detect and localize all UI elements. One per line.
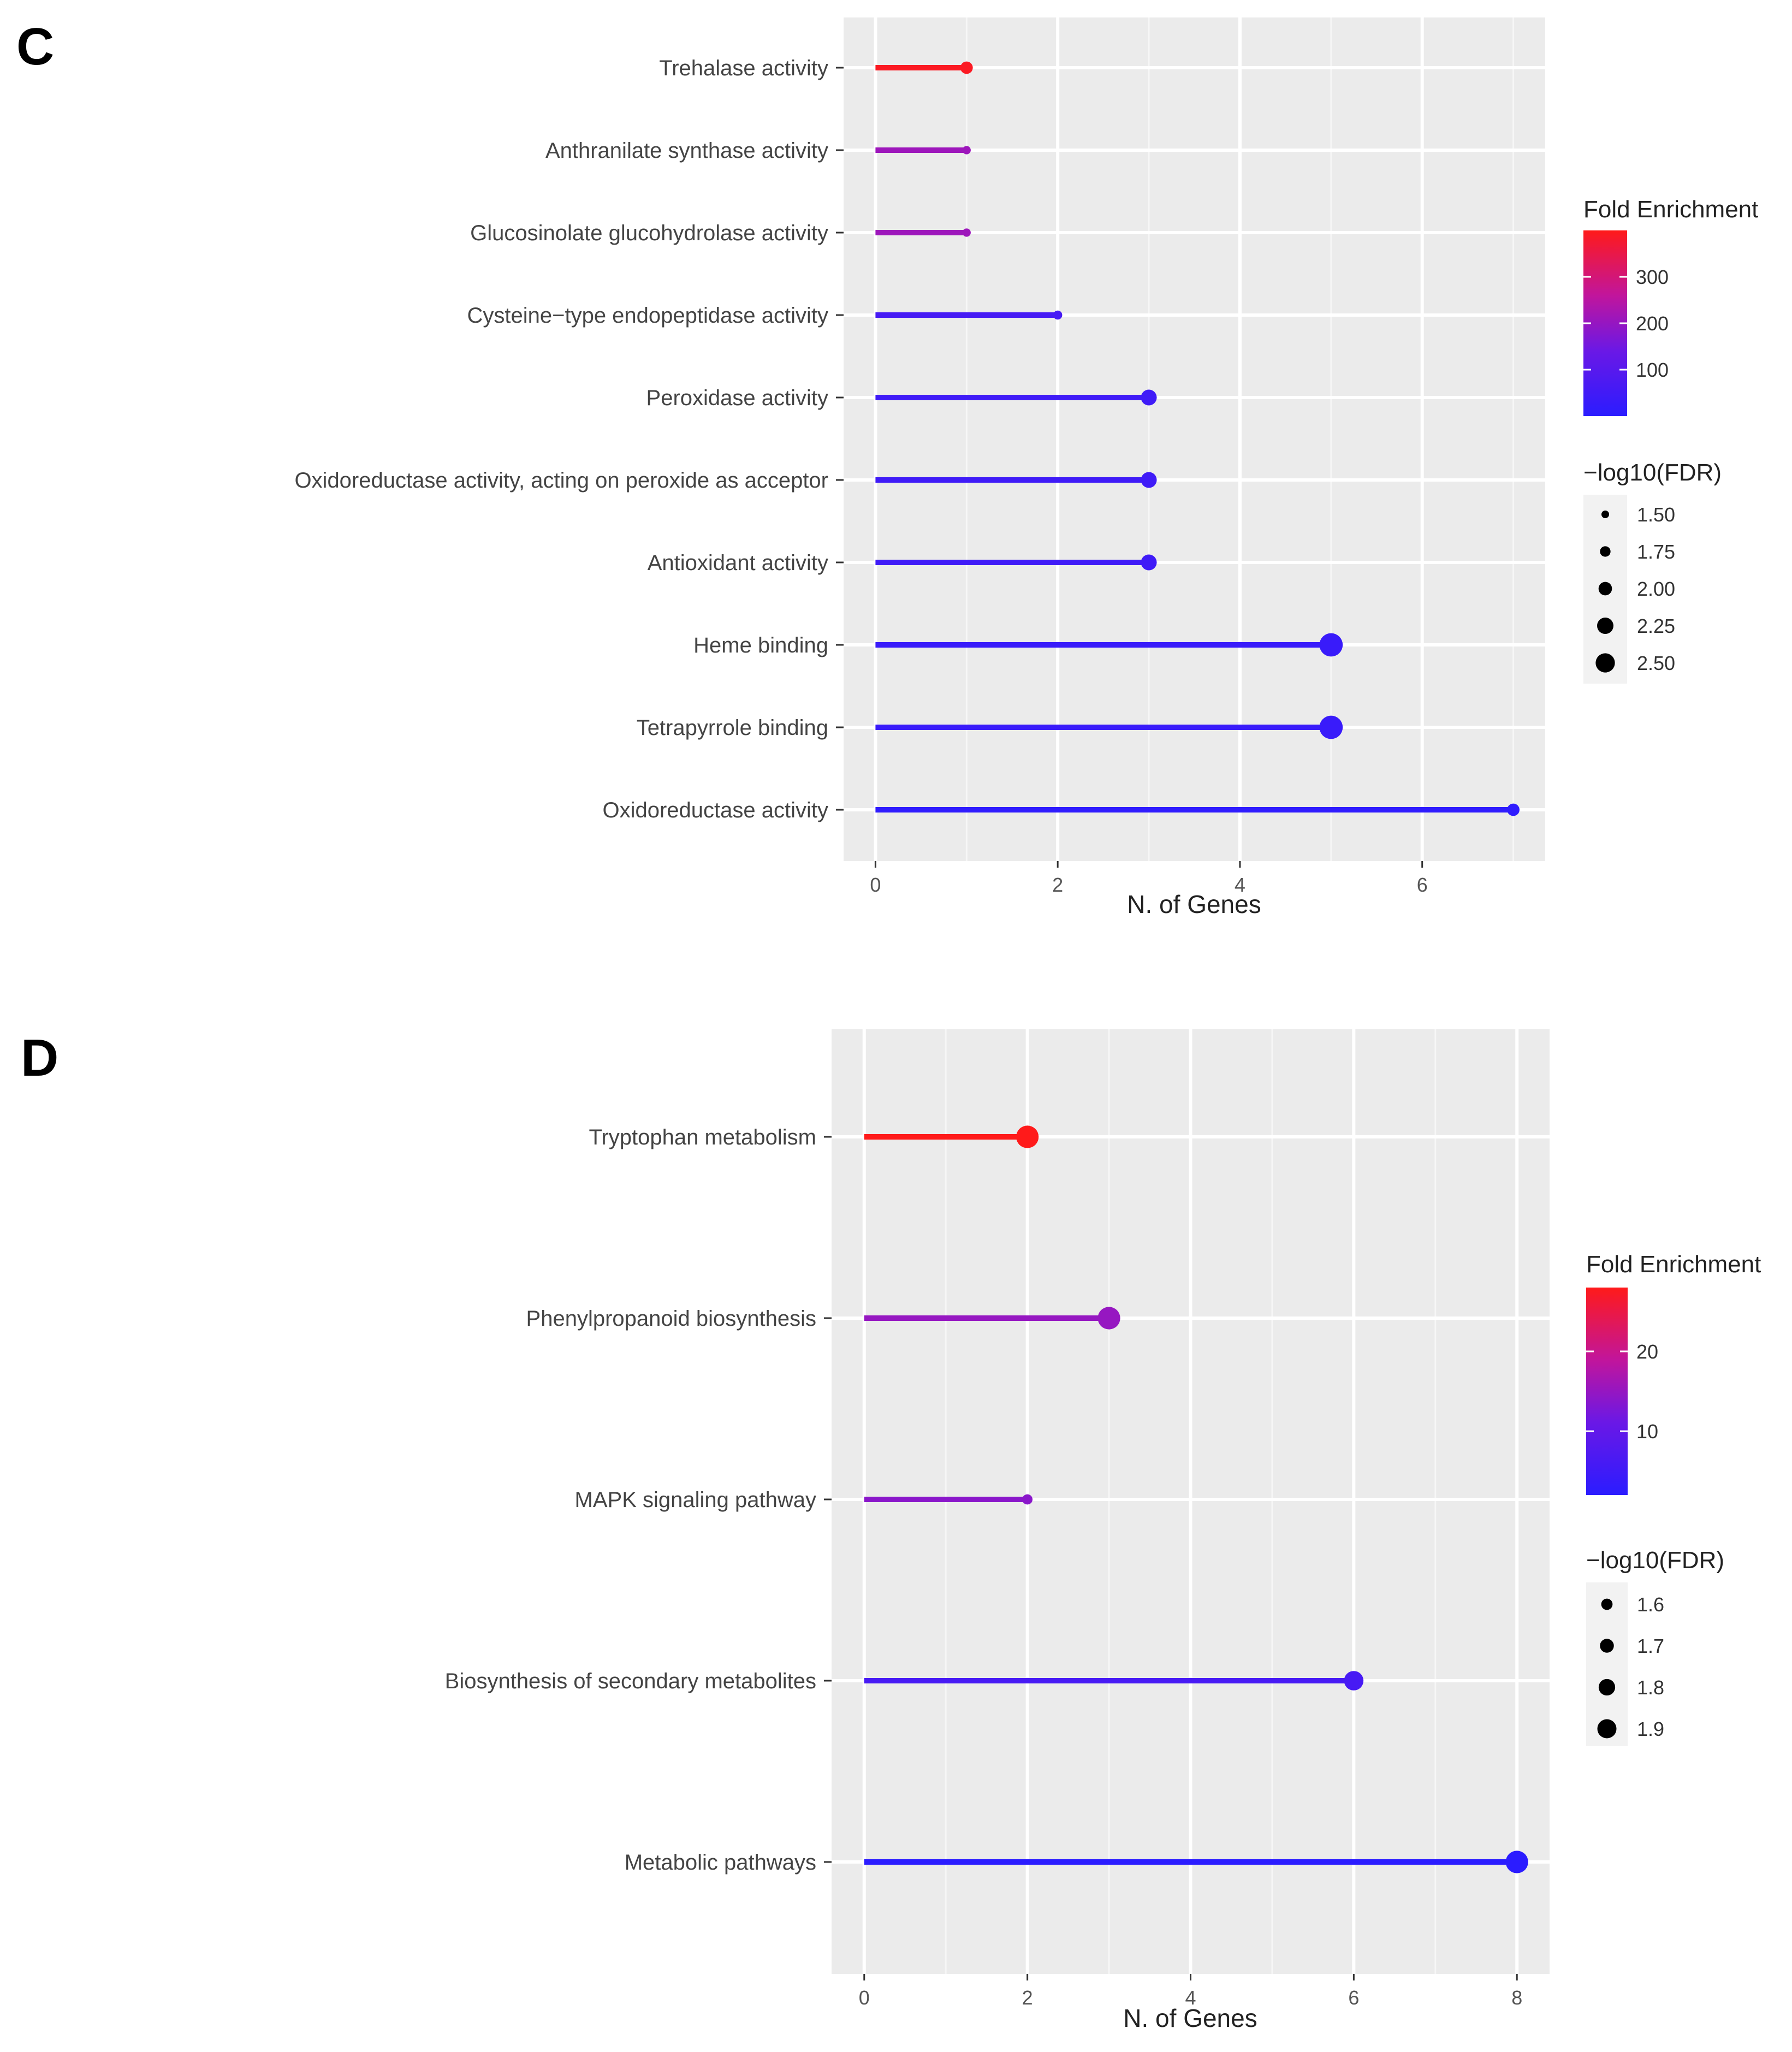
panel-d-color-bar [1586,1288,1628,1495]
panel-d-category-labels: Tryptophan metabolism Phenylpropanoid bio… [445,1125,816,1875]
c-lollipop-point [1141,554,1157,571]
d-category-label: Phenylpropanoid biosynthesis [526,1307,816,1331]
panel-d-size-legend: −log10(FDR) 1.6 1.7 1.8 1.9 [1586,1547,1724,1746]
c-lollipop-point [960,61,973,74]
c-category-label: Tetrapyrrole binding [637,716,828,740]
d-size-legend-label: 1.7 [1637,1635,1664,1657]
d-category-label: MAPK signaling pathway [575,1488,816,1512]
panel-d-color-legend-ticks: 10 20 [1586,1341,1658,1443]
d-x-tick-label: 2 [1022,1986,1033,2009]
c-x-tick-label: 4 [1235,874,1245,896]
c-size-legend-dot [1595,653,1615,673]
c-lollipop-point [1141,472,1157,488]
c-size-legend-label: 1.50 [1637,503,1675,526]
c-category-label: Heme binding [693,633,828,657]
c-color-tick-label: 300 [1636,266,1669,288]
d-x-tick-label: 8 [1511,1986,1522,2009]
c-lollipop-point [1507,803,1520,816]
d-category-label: Biosynthesis of secondary metabolites [445,1669,816,1693]
c-category-label: Peroxidase activity [646,386,828,410]
d-size-legend-dot [1598,1679,1616,1696]
c-size-legend-dot [1600,546,1611,557]
d-size-legend-label: 1.6 [1637,1593,1664,1616]
c-lollipop-point [1319,633,1343,657]
c-size-legend-dot [1597,618,1613,634]
panel-c-lollipops [875,61,1520,816]
panel-c-y-ticks [836,67,844,811]
c-lollipop-point [962,228,971,237]
d-category-label: Tryptophan metabolism [589,1125,816,1149]
c-category-label: Trehalase activity [659,56,828,80]
panel-c-x-ticks: 0 2 4 6 [870,861,1428,896]
c-category-label: Anthranilate synthase activity [545,139,828,163]
panel-d-x-axis-title: N. of Genes [1123,2004,1257,2032]
d-size-legend-label: 1.9 [1637,1718,1664,1740]
c-size-legend-label: 2.00 [1637,578,1675,600]
c-size-legend-label: 2.25 [1637,615,1675,637]
d-size-legend-dot [1597,1719,1617,1739]
d-size-legend-dot [1600,1639,1614,1653]
c-size-legend-label: 1.75 [1637,541,1675,563]
c-color-tick-label: 200 [1636,312,1669,335]
d-color-tick-label: 10 [1636,1420,1658,1443]
d-lollipop-point [1505,1851,1528,1873]
panel-d-color-legend-title: Fold Enrichment [1586,1251,1761,1278]
panel-c-x-axis-title: N. of Genes [1127,890,1261,918]
c-lollipop-point [962,146,971,155]
c-lollipop-point [1319,715,1343,739]
c-lollipop-point [1053,310,1063,320]
panel-c-plot-background [844,17,1545,861]
d-lollipop-point [1097,1307,1120,1330]
c-x-tick-label: 0 [870,874,881,896]
c-color-tick-label: 100 [1636,359,1669,381]
d-size-legend-dot [1601,1598,1613,1610]
c-size-legend-dot [1601,510,1610,519]
d-color-tick-label: 20 [1636,1341,1658,1363]
panel-c-color-legend-ticks: 100 200 300 [1583,266,1669,381]
d-x-tick-label: 6 [1348,1986,1359,2009]
c-x-tick-label: 2 [1052,874,1063,896]
d-x-tick-label: 0 [859,1986,870,2009]
c-lollipop-point [1141,389,1157,406]
panel-d-size-legend-items: 1.6 1.7 1.8 1.9 [1597,1593,1664,1740]
panel-d-x-ticks: 0 2 4 6 8 [859,1974,1522,2009]
panel-c-letter: C [16,17,54,76]
panel-d: D 0 2 4 6 8 Tryptophan metabolism Phenylpropa… [21,1029,1761,2032]
panel-c-category-labels: Trehalase activity Anthranilate synthase … [294,56,828,822]
panel-d-y-ticks [824,1136,832,1863]
panel-c: C 0 2 4 6 Trehalase activity Anthranilate sy… [16,17,1758,918]
panel-c-size-legend-title: −log10(FDR) [1583,459,1722,486]
d-lollipop-point [1022,1494,1033,1505]
d-size-legend-label: 1.8 [1637,1676,1664,1699]
panel-c-color-legend: Fold Enrichment 100 200 300 [1583,196,1758,416]
panel-c-size-legend: −log10(FDR) 1.50 1.75 2.00 2.25 2.50 [1583,459,1722,684]
c-size-legend-label: 2.50 [1637,652,1675,674]
panel-c-size-legend-items: 1.50 1.75 2.00 2.25 2.50 [1595,503,1675,674]
c-x-tick-label: 6 [1417,874,1428,896]
d-x-tick-label: 4 [1185,1986,1196,2009]
d-lollipop-point [1016,1125,1039,1148]
c-category-label: Glucosinolate glucohydrolase activity [470,221,828,245]
panel-d-color-legend: Fold Enrichment 10 20 [1586,1251,1761,1495]
panel-d-letter: D [21,1029,58,1087]
c-size-legend-dot [1598,582,1612,596]
c-category-label: Cysteine−type endopeptidase activity [467,304,828,328]
panel-d-lollipops [864,1125,1528,1873]
c-category-label: Oxidoreductase activity, acting on perox… [294,468,828,493]
panel-c-color-legend-title: Fold Enrichment [1583,196,1758,223]
panel-d-size-legend-title: −log10(FDR) [1586,1547,1724,1574]
c-category-label: Antioxidant activity [648,551,828,575]
d-lollipop-point [1344,1671,1364,1691]
c-category-label: Oxidoreductase activity [602,798,828,822]
d-category-label: Metabolic pathways [625,1851,816,1875]
